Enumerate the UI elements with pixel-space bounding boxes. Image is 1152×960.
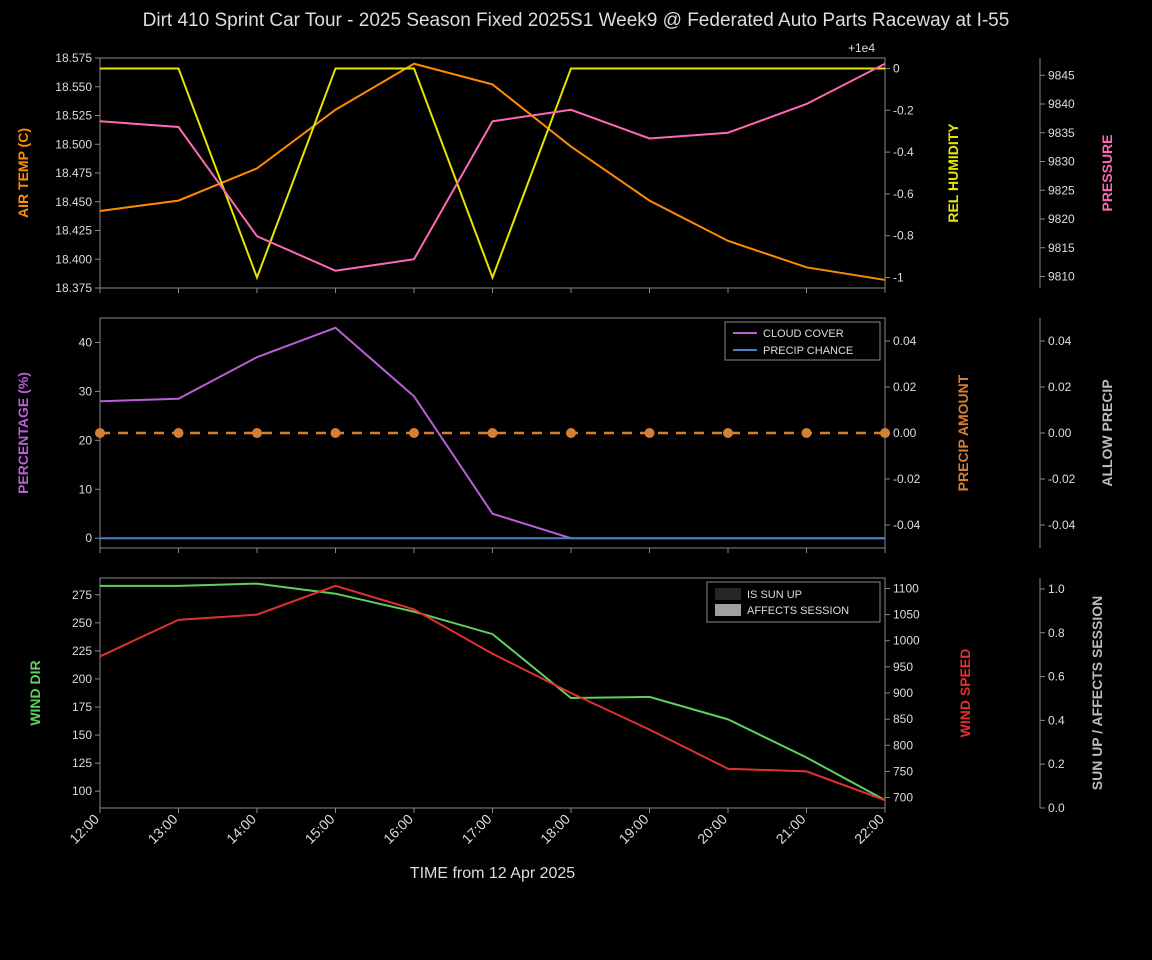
svg-text:AFFECTS SESSION: AFFECTS SESSION <box>747 605 849 617</box>
svg-text:0.0: 0.0 <box>1048 801 1065 815</box>
svg-text:WIND SPEED: WIND SPEED <box>957 649 973 738</box>
svg-text:175: 175 <box>72 700 92 714</box>
svg-text:REL HUMIDITY: REL HUMIDITY <box>945 123 961 223</box>
svg-text:0.00: 0.00 <box>893 426 917 440</box>
svg-text:20: 20 <box>79 433 93 447</box>
svg-text:18.575: 18.575 <box>55 51 92 65</box>
svg-text:100: 100 <box>72 784 92 798</box>
svg-text:0.2: 0.2 <box>1048 757 1065 771</box>
svg-text:0.04: 0.04 <box>893 334 917 348</box>
svg-text:0.8: 0.8 <box>1048 626 1065 640</box>
svg-text:16:00: 16:00 <box>380 811 416 847</box>
svg-text:19:00: 19:00 <box>616 811 652 847</box>
chart-svg: 18.375 18.400 18.425 18.450 18.475 18.500 18.5… <box>0 0 1152 960</box>
svg-text:-0.04: -0.04 <box>893 518 921 532</box>
svg-text:-0.4: -0.4 <box>893 145 914 159</box>
svg-text:1050: 1050 <box>893 608 920 622</box>
svg-text:CLOUD COVER: CLOUD COVER <box>763 328 844 340</box>
svg-text:950: 950 <box>893 660 913 674</box>
svg-text:18.525: 18.525 <box>55 109 92 123</box>
svg-text:SUN UP / AFFECTS SESSION: SUN UP / AFFECTS SESSION <box>1089 596 1105 790</box>
svg-text:9835: 9835 <box>1048 126 1075 140</box>
svg-text:850: 850 <box>893 712 913 726</box>
svg-text:18.550: 18.550 <box>55 80 92 94</box>
svg-text:225: 225 <box>72 644 92 658</box>
svg-text:-0.02: -0.02 <box>1048 472 1076 486</box>
svg-text:PRECIP AMOUNT: PRECIP AMOUNT <box>955 374 971 491</box>
svg-text:22:00: 22:00 <box>851 811 887 847</box>
svg-text:15:00: 15:00 <box>302 811 338 847</box>
svg-text:13:00: 13:00 <box>145 811 181 847</box>
svg-text:1.0: 1.0 <box>1048 582 1065 596</box>
svg-text:9830: 9830 <box>1048 155 1075 169</box>
svg-text:AIR TEMP (C): AIR TEMP (C) <box>15 128 31 218</box>
svg-text:WIND DIR: WIND DIR <box>27 660 43 725</box>
svg-text:18:00: 18:00 <box>537 811 573 847</box>
svg-text:18.375: 18.375 <box>55 281 92 295</box>
svg-text:0.04: 0.04 <box>1048 334 1072 348</box>
svg-text:IS SUN UP: IS SUN UP <box>747 589 802 601</box>
svg-text:PRECIP CHANCE: PRECIP CHANCE <box>763 345 853 357</box>
svg-text:150: 150 <box>72 728 92 742</box>
svg-text:20:00: 20:00 <box>694 811 730 847</box>
svg-text:1000: 1000 <box>893 634 920 648</box>
svg-text:9845: 9845 <box>1048 68 1075 82</box>
svg-text:18.425: 18.425 <box>55 224 92 238</box>
svg-text:0.6: 0.6 <box>1048 670 1065 684</box>
svg-text:1100: 1100 <box>893 581 919 595</box>
svg-text:0.00: 0.00 <box>1048 426 1072 440</box>
svg-text:17:00: 17:00 <box>459 811 495 847</box>
svg-text:9825: 9825 <box>1048 183 1075 197</box>
svg-text:9820: 9820 <box>1048 212 1075 226</box>
svg-text:PERCENTAGE (%): PERCENTAGE (%) <box>15 372 31 494</box>
svg-text:200: 200 <box>72 672 92 686</box>
svg-text:21:00: 21:00 <box>773 811 809 847</box>
svg-text:ALLOW PRECIP: ALLOW PRECIP <box>1099 379 1115 486</box>
svg-text:PRESSURE: PRESSURE <box>1099 134 1115 211</box>
svg-text:-0.2: -0.2 <box>893 103 914 117</box>
svg-text:750: 750 <box>893 764 913 778</box>
svg-text:0.02: 0.02 <box>1048 380 1072 394</box>
svg-text:800: 800 <box>893 738 913 752</box>
svg-text:9815: 9815 <box>1048 241 1075 255</box>
svg-text:-0.02: -0.02 <box>893 472 921 486</box>
svg-text:700: 700 <box>893 791 913 805</box>
svg-text:18.400: 18.400 <box>55 252 92 266</box>
svg-text:40: 40 <box>79 335 93 349</box>
svg-text:+1e4: +1e4 <box>848 41 875 55</box>
svg-text:0.02: 0.02 <box>893 380 917 394</box>
svg-text:18.450: 18.450 <box>55 195 92 209</box>
svg-text:30: 30 <box>79 384 93 398</box>
svg-text:18.475: 18.475 <box>55 166 92 180</box>
svg-text:0.4: 0.4 <box>1048 713 1065 727</box>
svg-text:-1: -1 <box>893 271 904 285</box>
svg-text:125: 125 <box>72 756 92 770</box>
svg-text:-0.6: -0.6 <box>893 187 914 201</box>
svg-text:0: 0 <box>85 531 92 545</box>
svg-text:12:00: 12:00 <box>66 811 102 847</box>
svg-text:250: 250 <box>72 616 92 630</box>
svg-text:275: 275 <box>72 588 92 602</box>
svg-text:0: 0 <box>893 61 900 75</box>
svg-text:9810: 9810 <box>1048 270 1075 284</box>
chart-container: Dirt 410 Sprint Car Tour - 2025 Season F… <box>0 0 1152 960</box>
svg-text:-0.8: -0.8 <box>893 229 914 243</box>
svg-text:-0.04: -0.04 <box>1048 518 1076 532</box>
svg-text:18.500: 18.500 <box>55 137 92 151</box>
svg-text:10: 10 <box>79 482 93 496</box>
svg-text:900: 900 <box>893 686 913 700</box>
svg-text:9840: 9840 <box>1048 97 1075 111</box>
svg-text:TIME from 12 Apr 2025: TIME from 12 Apr 2025 <box>410 865 576 882</box>
svg-text:14:00: 14:00 <box>223 811 259 847</box>
